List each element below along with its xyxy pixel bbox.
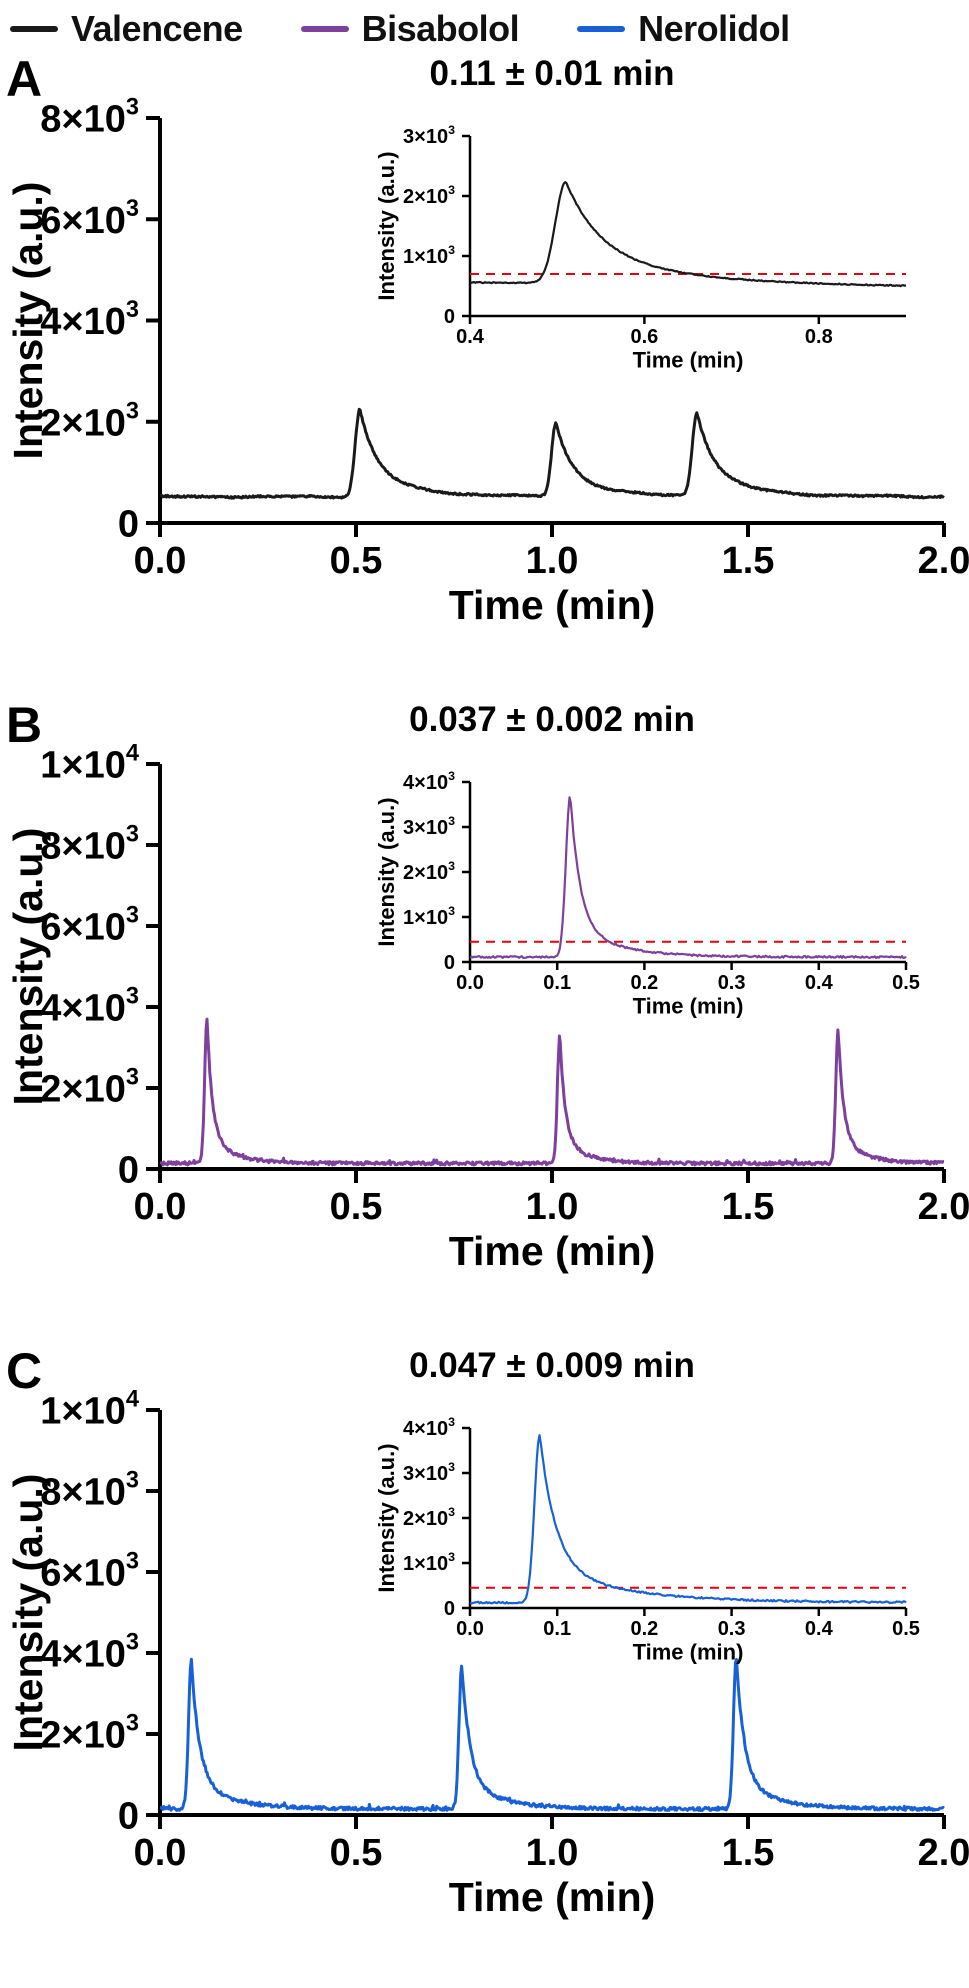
svg-text:4×103: 4×103 bbox=[40, 297, 139, 343]
svg-text:6×103: 6×103 bbox=[40, 196, 139, 242]
svg-text:6×103: 6×103 bbox=[40, 1549, 139, 1595]
chromatogram-chart-bisabolol: 0 2×103 4×103 6×103 8×103 1×104 0.0 0.5 1.0 1.5 2.… bbox=[5, 741, 969, 1274]
svg-text:1×103: 1×103 bbox=[403, 904, 455, 929]
valencene-line-swatch-icon bbox=[10, 26, 58, 32]
svg-text:Time (min): Time (min) bbox=[449, 1874, 656, 1920]
svg-text:0: 0 bbox=[444, 306, 455, 328]
svg-text:4×103: 4×103 bbox=[40, 1630, 139, 1676]
svg-text:Intensity (a.u.): Intensity (a.u.) bbox=[5, 1474, 51, 1752]
svg-text:0.0: 0.0 bbox=[134, 540, 187, 582]
svg-text:0.4: 0.4 bbox=[805, 972, 834, 994]
svg-text:0.6: 0.6 bbox=[630, 326, 658, 348]
svg-text:0.8: 0.8 bbox=[805, 326, 833, 348]
svg-text:1.0: 1.0 bbox=[526, 540, 579, 582]
svg-text:2×103: 2×103 bbox=[40, 1065, 139, 1111]
svg-text:8×103: 8×103 bbox=[40, 95, 139, 141]
svg-text:1×103: 1×103 bbox=[403, 1550, 455, 1575]
svg-text:Intensity (a.u.): Intensity (a.u.) bbox=[374, 797, 399, 946]
figure-legend: Valencene Bisabolol Nerolidol bbox=[0, 0, 969, 50]
svg-text:1.0: 1.0 bbox=[526, 1832, 579, 1874]
svg-text:0: 0 bbox=[444, 952, 455, 974]
svg-text:0.2: 0.2 bbox=[630, 972, 658, 994]
svg-text:0.4: 0.4 bbox=[805, 1618, 834, 1640]
legend-item-nerolidol: Nerolidol bbox=[577, 8, 790, 50]
svg-text:1.0: 1.0 bbox=[526, 1186, 579, 1228]
svg-text:1.5: 1.5 bbox=[722, 1186, 775, 1228]
chromatogram-chart-valencene: 0 2×103 4×103 6×103 8×103 0.0 0.5 1.0 1.5 2.0 Time… bbox=[5, 95, 969, 628]
svg-text:0.5: 0.5 bbox=[330, 1832, 383, 1874]
svg-text:Time (min): Time (min) bbox=[633, 1640, 744, 1665]
svg-text:0.5: 0.5 bbox=[892, 972, 920, 994]
svg-text:3×103: 3×103 bbox=[403, 814, 455, 839]
svg-text:0: 0 bbox=[444, 1598, 455, 1620]
svg-text:2×103: 2×103 bbox=[403, 183, 455, 208]
svg-text:Intensity (a.u.): Intensity (a.u.) bbox=[374, 1443, 399, 1592]
svg-text:1×104: 1×104 bbox=[40, 1387, 139, 1433]
svg-text:Time (min): Time (min) bbox=[633, 994, 744, 1019]
svg-text:Intensity (a.u.): Intensity (a.u.) bbox=[5, 182, 51, 460]
panel-c: C 0.047 ± 0.009 min 0 2×103 4×103 6×103 8×10… bbox=[0, 1340, 969, 1986]
svg-text:4×103: 4×103 bbox=[40, 984, 139, 1030]
svg-text:Time (min): Time (min) bbox=[449, 1228, 656, 1274]
panel-letter-c: C bbox=[6, 1343, 43, 1399]
svg-text:2×103: 2×103 bbox=[40, 398, 139, 444]
legend-item-bisabolol: Bisabolol bbox=[300, 8, 520, 50]
retention-time-title-c: 0.047 ± 0.009 min bbox=[409, 1346, 695, 1385]
svg-text:6×103: 6×103 bbox=[40, 903, 139, 949]
svg-text:2×103: 2×103 bbox=[403, 1505, 455, 1530]
svg-text:0.3: 0.3 bbox=[718, 972, 746, 994]
svg-text:0.0: 0.0 bbox=[134, 1832, 187, 1874]
chromatogram-chart-nerolidol: 0 2×103 4×103 6×103 8×103 1×104 0.0 0.5 1.0 1.5 2.… bbox=[5, 1387, 969, 1920]
legend-label-nerolidol: Nerolidol bbox=[638, 8, 790, 49]
bisabolol-line-swatch-icon bbox=[300, 26, 349, 32]
svg-text:0.0: 0.0 bbox=[134, 1186, 187, 1228]
svg-text:1.5: 1.5 bbox=[722, 540, 775, 582]
panel-a: A 0.11 ± 0.01 min 0 2×103 4×103 6×103 8×103 0… bbox=[0, 48, 969, 694]
svg-text:2×103: 2×103 bbox=[403, 859, 455, 884]
svg-text:Intensity (a.u.): Intensity (a.u.) bbox=[374, 151, 399, 300]
svg-text:0.0: 0.0 bbox=[456, 972, 484, 994]
svg-text:Intensity (a.u.): Intensity (a.u.) bbox=[5, 828, 51, 1106]
nerolidol-line-swatch-icon bbox=[577, 26, 626, 32]
svg-text:3×103: 3×103 bbox=[403, 123, 455, 148]
svg-text:1×104: 1×104 bbox=[40, 741, 139, 787]
svg-text:4×103: 4×103 bbox=[403, 1415, 455, 1440]
svg-text:0.4: 0.4 bbox=[456, 326, 485, 348]
svg-text:Time (min): Time (min) bbox=[633, 348, 744, 373]
retention-time-title-a: 0.11 ± 0.01 min bbox=[429, 54, 675, 93]
svg-text:0.1: 0.1 bbox=[543, 1618, 571, 1640]
svg-text:2.0: 2.0 bbox=[918, 540, 969, 582]
svg-text:8×103: 8×103 bbox=[40, 822, 139, 868]
svg-text:0: 0 bbox=[118, 504, 139, 546]
legend-label-valencene: Valencene bbox=[71, 8, 243, 49]
svg-text:0.2: 0.2 bbox=[630, 1618, 658, 1640]
panel-letter-a: A bbox=[6, 51, 43, 107]
svg-text:0.5: 0.5 bbox=[330, 540, 383, 582]
retention-time-title-b: 0.037 ± 0.002 min bbox=[409, 700, 695, 739]
legend-label-bisabolol: Bisabolol bbox=[361, 8, 520, 49]
svg-text:0.0: 0.0 bbox=[456, 1618, 484, 1640]
legend-item-valencene: Valencene bbox=[10, 8, 243, 50]
svg-text:1.5: 1.5 bbox=[722, 1832, 775, 1874]
svg-text:4×103: 4×103 bbox=[403, 769, 455, 794]
svg-text:2.0: 2.0 bbox=[918, 1186, 969, 1228]
panel-letter-b: B bbox=[6, 697, 43, 753]
panel-b: B 0.037 ± 0.002 min 0 2×103 4×103 6×103 8×10… bbox=[0, 694, 969, 1340]
svg-text:8×103: 8×103 bbox=[40, 1468, 139, 1514]
svg-text:0.5: 0.5 bbox=[892, 1618, 920, 1640]
svg-text:2.0: 2.0 bbox=[918, 1832, 969, 1874]
svg-text:0: 0 bbox=[118, 1150, 139, 1192]
svg-text:0.3: 0.3 bbox=[718, 1618, 746, 1640]
svg-text:0.1: 0.1 bbox=[543, 972, 571, 994]
svg-text:2×103: 2×103 bbox=[40, 1711, 139, 1757]
svg-text:1×103: 1×103 bbox=[403, 243, 455, 268]
svg-text:Time (min): Time (min) bbox=[449, 582, 656, 628]
svg-text:0.5: 0.5 bbox=[330, 1186, 383, 1228]
svg-text:3×103: 3×103 bbox=[403, 1460, 455, 1485]
svg-text:0: 0 bbox=[118, 1796, 139, 1838]
